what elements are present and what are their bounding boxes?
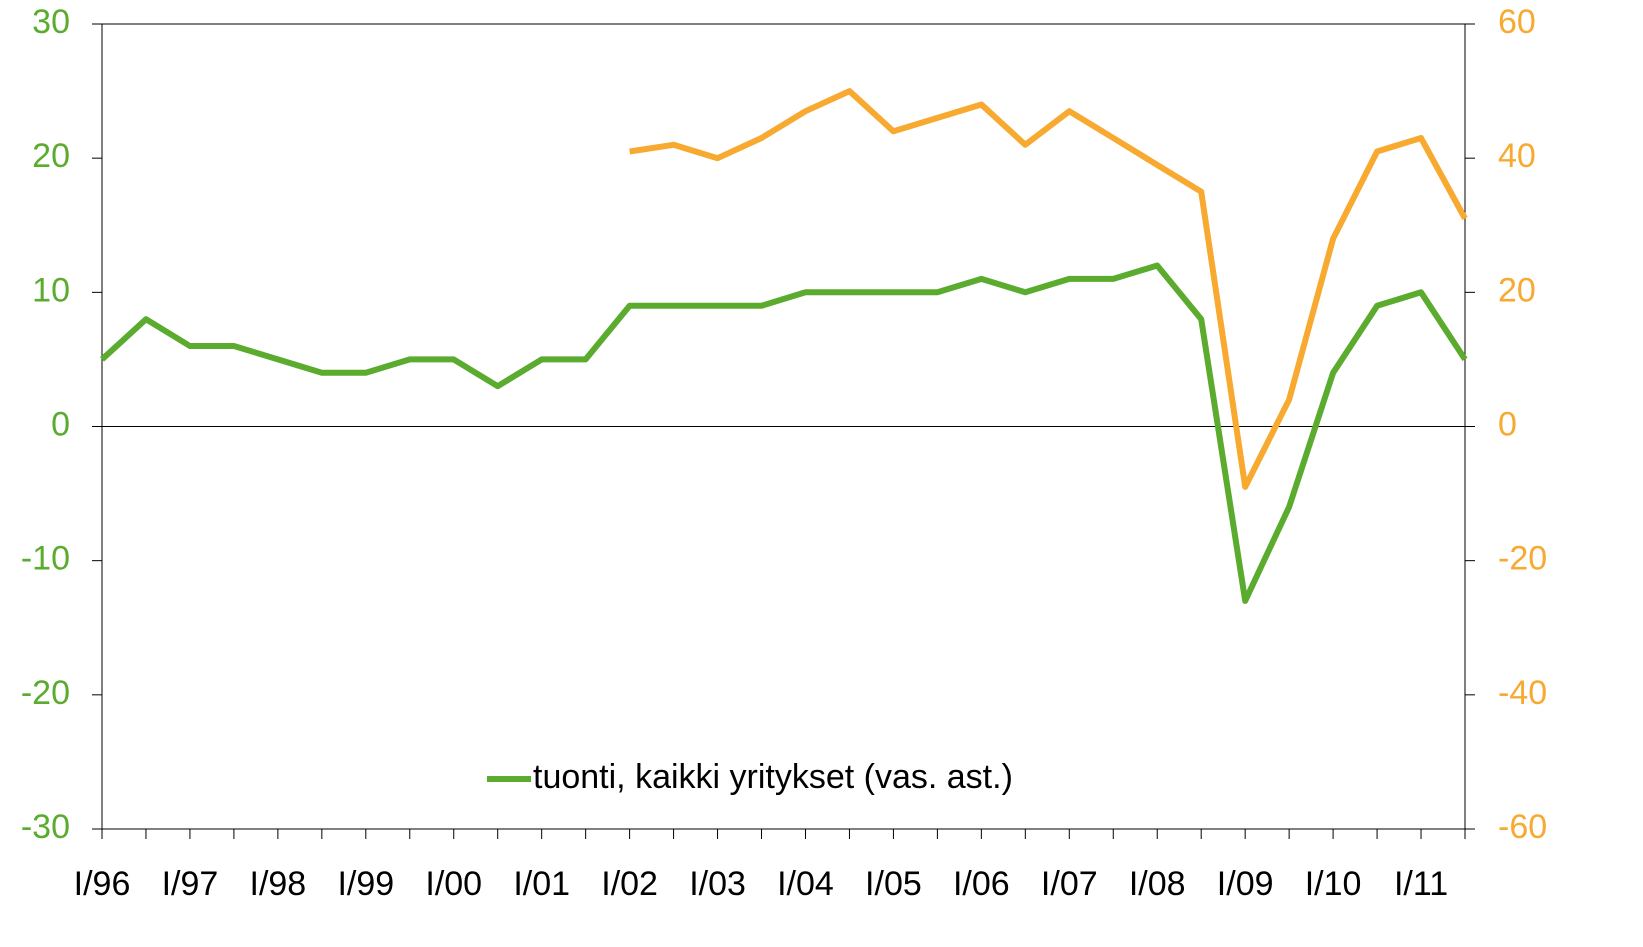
x-tick-label: I/11	[1394, 865, 1448, 903]
x-tick-label: I/02	[601, 865, 658, 903]
x-tick-label: I/10	[1305, 865, 1362, 903]
x-tick-label: I/97	[162, 865, 219, 903]
x-tick-label: I/01	[513, 865, 570, 903]
x-tick-label: I/98	[250, 865, 307, 903]
y2-tick-label: 60	[1498, 3, 1536, 41]
y2-tick-label: -20	[1498, 540, 1547, 578]
y2-tick-label: -40	[1498, 674, 1547, 712]
y-tick-label: -30	[21, 808, 70, 846]
y-tick-label: 20	[32, 137, 70, 175]
x-tick-label: I/09	[1217, 865, 1274, 903]
series-line	[629, 88, 1468, 490]
legend-label: tuonti, kaikki yritykset (vas. ast.)	[533, 758, 1013, 796]
x-tick-label: I/04	[777, 865, 834, 903]
x-tick-label: I/03	[689, 865, 746, 903]
y2-tick-label: 40	[1498, 137, 1536, 175]
y-tick-label: 10	[32, 271, 70, 309]
x-tick-label: I/08	[1129, 865, 1186, 903]
y-tick-label: 30	[32, 3, 70, 41]
y2-tick-label: 20	[1498, 271, 1536, 309]
y-tick-label: -10	[21, 540, 70, 578]
x-tick-label: I/07	[1041, 865, 1098, 903]
y2-tick-label: 0	[1498, 405, 1517, 443]
x-tick-label: I/05	[865, 865, 922, 903]
y-tick-label: 0	[51, 405, 70, 443]
y-tick-label: -20	[21, 674, 70, 712]
x-tick-label: I/06	[953, 865, 1010, 903]
x-tick-label: I/96	[74, 865, 131, 903]
x-tick-label: I/99	[337, 865, 394, 903]
series-line	[99, 262, 1468, 604]
y2-tick-label: -60	[1498, 808, 1547, 846]
x-tick-label: I/00	[425, 865, 482, 903]
